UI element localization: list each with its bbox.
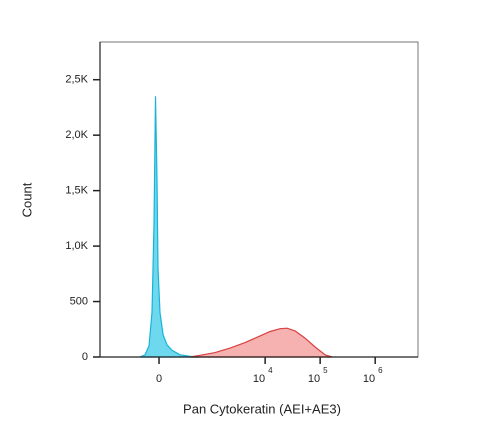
x-axis-title: Pan Cytokeratin (AEI+AE3) (183, 401, 341, 416)
x-tick-exponent: 6 (378, 366, 383, 375)
x-tick-label: 0 (156, 373, 162, 385)
plot-frame (99, 41, 419, 358)
y-tick-label: 2,0K (65, 129, 88, 141)
y-tick-label: 500 (70, 295, 88, 307)
x-tick-label: 10 (363, 373, 375, 385)
x-tick-exponent: 5 (323, 366, 328, 375)
x-tick-label: 10 (308, 373, 320, 385)
y-tick-label: 1,5K (65, 185, 88, 197)
y-tick-label: 0 (82, 351, 88, 363)
y-tick-label: 2,5K (65, 74, 88, 86)
y-tick-label: 1,0K (65, 240, 88, 252)
y-axis-title: Count (19, 182, 34, 217)
histogram-area (189, 327, 333, 358)
histogram-area (139, 96, 201, 358)
x-tick-exponent: 4 (268, 366, 273, 375)
x-tick-label: 10 (253, 373, 265, 385)
